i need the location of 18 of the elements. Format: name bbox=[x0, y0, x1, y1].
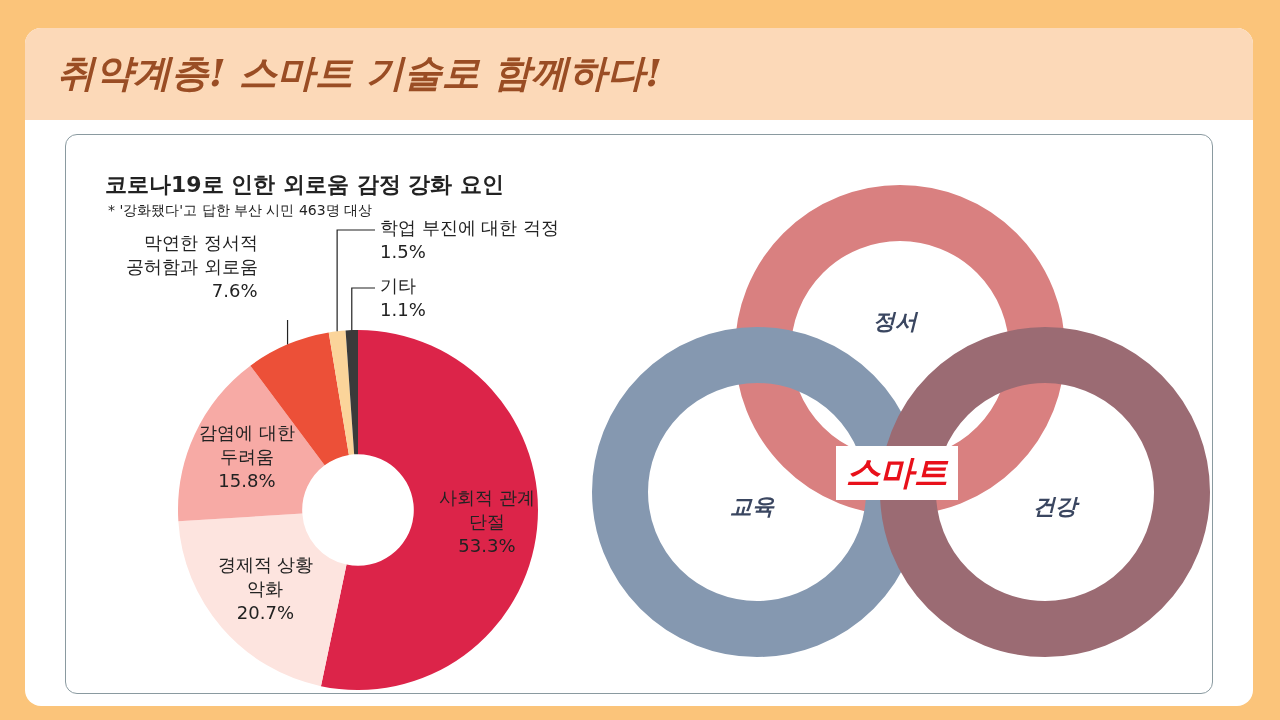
slice-label: 경제적 상황 악화 bbox=[217, 553, 314, 599]
data-label: 15.8% bbox=[218, 470, 276, 492]
data-label: 20.7% bbox=[236, 601, 295, 623]
slice-label: 감염에 대한 두려움 bbox=[199, 422, 295, 468]
slice-label: 막연한 정서적 공허함과 외로움 bbox=[125, 231, 258, 277]
text: 교육 bbox=[730, 493, 774, 521]
slice-label: 사회적 관계 단절 bbox=[439, 487, 535, 533]
text: 취약계층! 스마트 기술로 함께하다! bbox=[57, 49, 663, 97]
data-label: 7.6% bbox=[211, 279, 258, 301]
data-label: 1.1% bbox=[380, 298, 426, 320]
text: 스마트 bbox=[836, 446, 958, 500]
data-label: 1.5% bbox=[380, 240, 426, 262]
slice-label: 기타 bbox=[380, 274, 416, 296]
chart-title: 코로나19로 인한 외로움 감정 강화 요인 bbox=[105, 171, 504, 199]
data-label: 53.3% bbox=[458, 535, 516, 557]
chart-subtitle: * '강화됐다'고 답한 부산 시민 463명 대상 bbox=[108, 202, 373, 220]
text: 정서 bbox=[873, 308, 917, 336]
slice-label: 학업 부진에 대한 걱정 bbox=[380, 216, 560, 238]
